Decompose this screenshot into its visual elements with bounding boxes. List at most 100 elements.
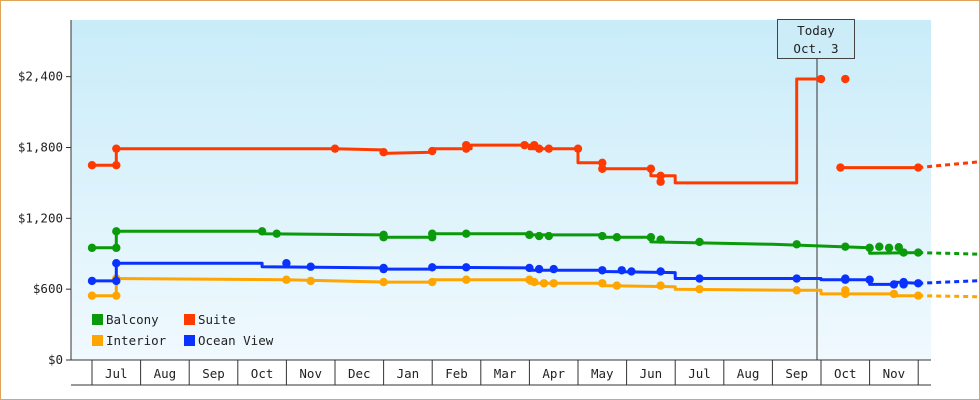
series-forecast-suite [918, 160, 980, 170]
data-point-suite [112, 161, 121, 170]
series-line-suite [92, 77, 821, 185]
data-point-balcony [534, 231, 544, 241]
data-point-suite [462, 140, 471, 150]
x-tick-label: Apr [542, 366, 565, 381]
y-tick-label: $1,800 [18, 140, 63, 155]
x-tick-label: Aug [154, 366, 177, 381]
data-point-interior [306, 276, 315, 286]
data-point-balcony [428, 229, 437, 238]
data-point-interior [612, 281, 622, 290]
data-point-balcony [875, 242, 884, 251]
data-point-interior [695, 284, 704, 294]
data-point-suite [656, 177, 665, 186]
x-tick-label: Sep [202, 366, 225, 381]
data-point-ocean-view [792, 274, 801, 283]
data-point-suite [520, 140, 529, 150]
data-point-interior [792, 286, 801, 295]
x-tick-label: Jul [105, 366, 128, 381]
data-point-balcony [257, 227, 267, 236]
legend-item-balcony: Balcony [92, 312, 184, 327]
data-point-balcony [112, 227, 121, 236]
data-point-balcony [379, 233, 388, 242]
data-point-ocean-view [899, 280, 908, 289]
data-point-interior [530, 277, 539, 287]
data-point-interior [462, 275, 471, 284]
legend-swatch-ocean-view [184, 335, 195, 346]
data-point-balcony [612, 233, 622, 242]
data-point-suite [544, 144, 554, 153]
series-forecast-ocean-view [918, 279, 980, 285]
data-point-suite [598, 164, 607, 173]
data-point-interior [656, 281, 665, 290]
data-point-interior [87, 291, 97, 300]
data-point-interior [379, 277, 388, 287]
data-point-balcony [272, 229, 281, 238]
data-point-suite [534, 144, 544, 153]
x-tick-label: May [591, 366, 614, 381]
data-point-interior [282, 275, 291, 284]
x-tick-label: Nov [883, 366, 906, 381]
data-point-suite [816, 74, 826, 84]
data-point-ocean-view [87, 276, 97, 286]
data-point-ocean-view [695, 274, 704, 283]
x-tick-label: Oct [834, 366, 857, 381]
data-point-ocean-view [549, 264, 558, 274]
today-marker-box: Today Oct. 3 [777, 19, 855, 59]
data-point-interior [112, 291, 121, 300]
data-point-balcony [656, 235, 665, 244]
data-point-suite [379, 148, 388, 157]
data-point-balcony [865, 243, 874, 253]
data-point-suite [841, 74, 850, 84]
x-tick-label: Feb [445, 366, 468, 381]
legend-label-suite: Suite [198, 312, 236, 327]
data-point-ocean-view [914, 279, 923, 288]
data-point-interior [539, 279, 549, 288]
data-point-balcony [899, 248, 908, 257]
data-point-suite [598, 158, 607, 168]
legend-item-ocean-view: Ocean View [184, 333, 302, 348]
data-point-ocean-view [865, 275, 874, 284]
y-tick-label: $1,200 [18, 210, 63, 225]
data-point-balcony [87, 243, 97, 253]
x-tick-label: Jun [640, 366, 663, 381]
today-marker-line2: Oct. 3 [793, 41, 839, 56]
data-point-balcony [646, 233, 656, 242]
data-point-ocean-view [841, 275, 850, 284]
data-point-balcony [112, 243, 121, 253]
legend-swatch-balcony [92, 314, 103, 325]
data-point-interior [428, 277, 437, 287]
data-point-ocean-view [656, 267, 665, 276]
legend-label-interior: Interior [106, 333, 167, 348]
data-point-balcony [841, 242, 850, 251]
data-point-ocean-view [306, 262, 315, 271]
x-tick-label: Dec [348, 366, 371, 381]
data-point-ocean-view [889, 280, 899, 289]
data-point-suite [428, 146, 437, 156]
x-tick-label: Aug [737, 366, 760, 381]
y-tick-label: $600 [33, 281, 63, 296]
legend: Balcony Suite Interior Ocean View [92, 312, 302, 348]
data-point-balcony [695, 237, 704, 247]
legend-swatch-suite [184, 314, 195, 325]
legend-label-ocean-view: Ocean View [198, 333, 274, 348]
data-point-ocean-view [525, 263, 534, 273]
y-tick-label: $0 [48, 352, 63, 367]
data-point-interior [889, 289, 899, 299]
data-point-ocean-view [598, 266, 607, 275]
data-point-suite [836, 163, 845, 172]
x-tick-label: Jan [397, 366, 420, 381]
plot-area [71, 20, 931, 360]
data-point-suite [656, 171, 665, 181]
data-point-ocean-view [462, 263, 471, 272]
today-marker-line1: Today [797, 23, 835, 38]
x-tick-label: Oct [251, 366, 274, 381]
data-point-interior [914, 291, 923, 300]
data-point-ocean-view [617, 266, 626, 275]
data-point-ocean-view [112, 276, 121, 286]
data-point-balcony [894, 243, 903, 252]
data-point-suite [914, 163, 923, 172]
data-point-ocean-view [534, 264, 544, 274]
data-point-balcony [792, 240, 801, 249]
data-point-balcony [544, 231, 554, 241]
